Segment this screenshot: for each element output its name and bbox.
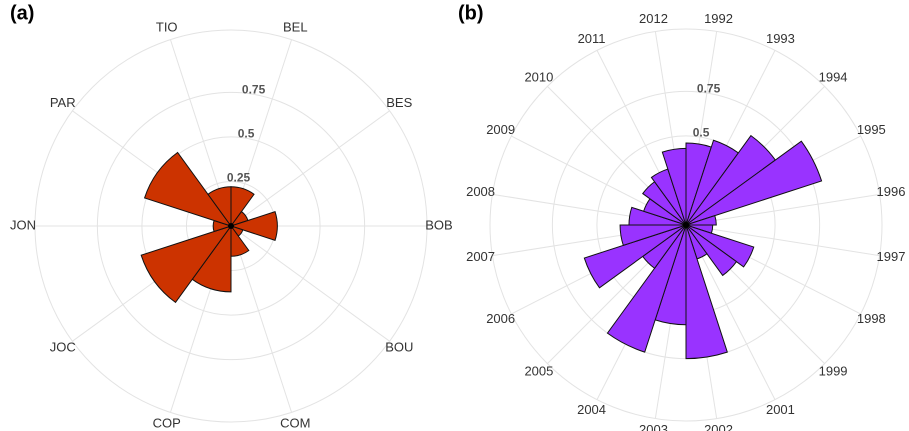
category-label: 1993: [766, 31, 795, 46]
tick-label: 0.5: [693, 125, 710, 139]
grid-spoke: [230, 225, 293, 413]
category-label: 1996: [877, 184, 906, 199]
grid-spoke: [230, 110, 390, 227]
panel-label: (a): [10, 2, 34, 24]
category-label: 1994: [819, 69, 848, 84]
rose-wedge: [685, 224, 728, 360]
category-label: PAR: [50, 95, 76, 110]
category-label: 2009: [486, 122, 515, 137]
rose-wedge: [685, 140, 823, 226]
category-label: 2005: [524, 364, 553, 379]
outer-ring: [489, 28, 883, 422]
rose-wedge: [207, 186, 232, 228]
category-label: 2006: [486, 311, 515, 326]
rose-wedge: [685, 224, 738, 277]
rose-wedge: [229, 211, 278, 241]
grid-spoke: [230, 225, 390, 342]
category-label: JOC: [50, 340, 76, 355]
category-label: BOB: [425, 217, 452, 232]
tick-label: 0.75: [697, 81, 721, 95]
tick-label: 0.5: [238, 126, 255, 140]
category-label: 1998: [857, 311, 886, 326]
category-label: 2012: [639, 11, 668, 26]
category-label: BES: [386, 95, 412, 110]
category-label: 1992: [704, 11, 733, 26]
category-label: COP: [153, 415, 181, 430]
category-label: COM: [280, 415, 310, 430]
tick-label: 0.25: [227, 170, 251, 184]
category-label: 2001: [766, 402, 795, 417]
tick-label: 0.75: [242, 82, 266, 96]
rose-wedge: [583, 224, 687, 289]
rose-wedge: [143, 151, 233, 227]
category-label: BEL: [283, 20, 308, 35]
category-label: 2004: [577, 402, 606, 417]
category-label: BOU: [385, 340, 413, 355]
rose-wedge: [140, 225, 233, 304]
category-label: 1999: [819, 364, 848, 379]
category-label: 2011: [578, 31, 606, 46]
category-label: 2003: [639, 422, 668, 431]
grid-spoke: [685, 193, 880, 226]
panel-label: (b): [458, 2, 484, 24]
rose-wedge: [619, 224, 687, 247]
category-label: 2010: [524, 69, 553, 84]
center-dot: [228, 223, 234, 229]
rose-wedge: [661, 147, 687, 226]
grid-spoke: [685, 224, 880, 257]
category-label: 2007: [466, 249, 495, 264]
category-label: 2008: [466, 184, 495, 199]
category-label: JON: [10, 217, 36, 232]
rose-wedge: [606, 224, 687, 353]
category-label: 1995: [857, 122, 886, 137]
rose-wedge: [685, 215, 717, 226]
category-label: TIO: [156, 20, 178, 35]
rose-wedge: [685, 224, 755, 268]
category-label: 2002: [704, 422, 733, 431]
center-dot: [683, 222, 689, 228]
category-label: 1997: [877, 249, 906, 264]
